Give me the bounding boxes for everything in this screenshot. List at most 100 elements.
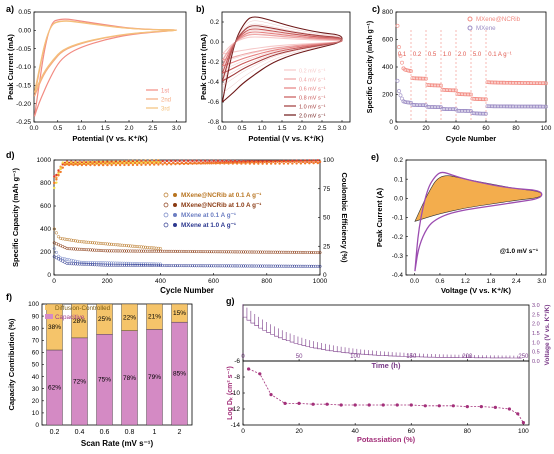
capacity-point: [178, 264, 182, 268]
capacity-point: [154, 262, 158, 266]
capacity-point: [193, 250, 197, 254]
y-tick-label: 20: [32, 398, 40, 405]
x-tick-label: 20: [295, 428, 303, 435]
capacity-point: [122, 249, 126, 253]
capacity-point: [235, 250, 239, 254]
capacity-point: [295, 250, 299, 254]
x-tick-label: 1: [153, 429, 157, 436]
legend-swatch: [45, 314, 53, 319]
x-tick-label: 100: [541, 125, 552, 132]
diffusion-point: [269, 393, 273, 397]
ce-point: [278, 162, 281, 165]
legend-label: MXene@NCRib: [476, 16, 521, 23]
data-point: [544, 104, 548, 109]
ce-point: [191, 162, 194, 165]
capacity-point: [184, 264, 188, 268]
x-tick-label: 80: [512, 125, 520, 132]
capacity-point: [258, 250, 263, 254]
ce-point: [308, 159, 311, 162]
legend-marker: [173, 223, 177, 227]
rate-label: 0.2: [413, 52, 422, 58]
capacity-point: [248, 250, 252, 254]
legend-label: 3rd: [161, 107, 170, 113]
data-point: [542, 81, 547, 86]
capacity-point: [278, 250, 282, 254]
capacity-point: [133, 263, 137, 267]
ce-point: [123, 163, 126, 167]
legend-label: 0.6 mV s⁻¹: [299, 87, 326, 93]
capacity-point: [256, 250, 260, 254]
ce-point: [165, 163, 169, 166]
data-point: [400, 60, 404, 65]
ce-point: [169, 159, 173, 163]
y-axis-label: Peak Current (mA): [6, 34, 15, 100]
capacity-point: [97, 261, 101, 265]
ce-point: [191, 159, 194, 163]
capacity-point: [280, 250, 284, 254]
total-cv-curve: [414, 171, 543, 272]
y-axis-label: Specific Capacity (mAh g⁻¹): [367, 21, 374, 113]
ce-point: [135, 161, 139, 165]
capacity-point: [112, 261, 116, 265]
y-tick-label: 50: [323, 215, 331, 222]
y-tick-label: 100: [28, 301, 39, 308]
ce-point: [116, 162, 120, 165]
capacity-point: [78, 247, 82, 251]
ce-point: [259, 160, 262, 164]
ce-point: [316, 159, 320, 162]
capacity-point: [110, 263, 114, 267]
ce-point: [289, 160, 292, 163]
ce-point: [65, 163, 69, 166]
capacity-point: [105, 263, 109, 267]
ce-point: [312, 159, 315, 162]
capacity-point: [124, 263, 129, 267]
capacity-point: [207, 264, 212, 268]
y-tick-label: -0.4: [392, 272, 404, 279]
x-axis-label: Scan Rate (mV s⁻¹): [81, 439, 154, 448]
capacity-point: [263, 264, 267, 268]
panel-label: a): [6, 4, 14, 14]
capacity-point: [80, 240, 84, 244]
ce-point: [310, 160, 313, 163]
ce-point: [214, 162, 218, 165]
capacity-point: [212, 264, 216, 268]
capacity-point: [250, 250, 254, 254]
data-point: [424, 76, 428, 81]
capacity-point: [231, 264, 235, 268]
ce-point: [206, 162, 209, 165]
x-tick-label: 0.5: [53, 125, 62, 132]
capacity-point: [158, 262, 162, 266]
capacity-point: [280, 264, 284, 268]
diffusion-point: [437, 404, 441, 408]
capacity-point: [99, 241, 103, 245]
ce-point: [87, 162, 90, 165]
diffusion-point: [451, 404, 455, 408]
capacity-point: [303, 264, 307, 268]
capacity-point: [120, 261, 124, 265]
capacity-point: [114, 243, 118, 247]
capacity-point: [84, 240, 88, 244]
capacity-point: [127, 261, 131, 265]
ce-point: [155, 161, 158, 165]
capacity-point: [69, 238, 73, 242]
x-tick-label: 2.4: [512, 278, 521, 285]
capacity-point: [188, 249, 192, 254]
capacity-point: [316, 264, 320, 268]
y2-axis-label: Coulombic Efficiency (%): [340, 172, 349, 263]
bar-value-label: 38%: [48, 324, 61, 331]
y-tick-label: 60: [32, 350, 40, 357]
capacity-point: [314, 250, 318, 255]
capacity-point: [205, 264, 209, 268]
rate-label: 0.1: [398, 52, 407, 58]
capacity-point: [154, 246, 158, 250]
ce-point: [82, 162, 86, 166]
ce-point: [244, 160, 247, 164]
bar-value-label: 62%: [48, 384, 61, 391]
capacity-point: [312, 250, 316, 255]
capacity-point: [139, 262, 143, 266]
diffusion-point: [247, 367, 251, 371]
ce-point: [261, 160, 264, 163]
ce-point: [225, 159, 228, 163]
x-tick-label: 1.2: [461, 278, 470, 285]
capacity-point: [163, 263, 167, 268]
